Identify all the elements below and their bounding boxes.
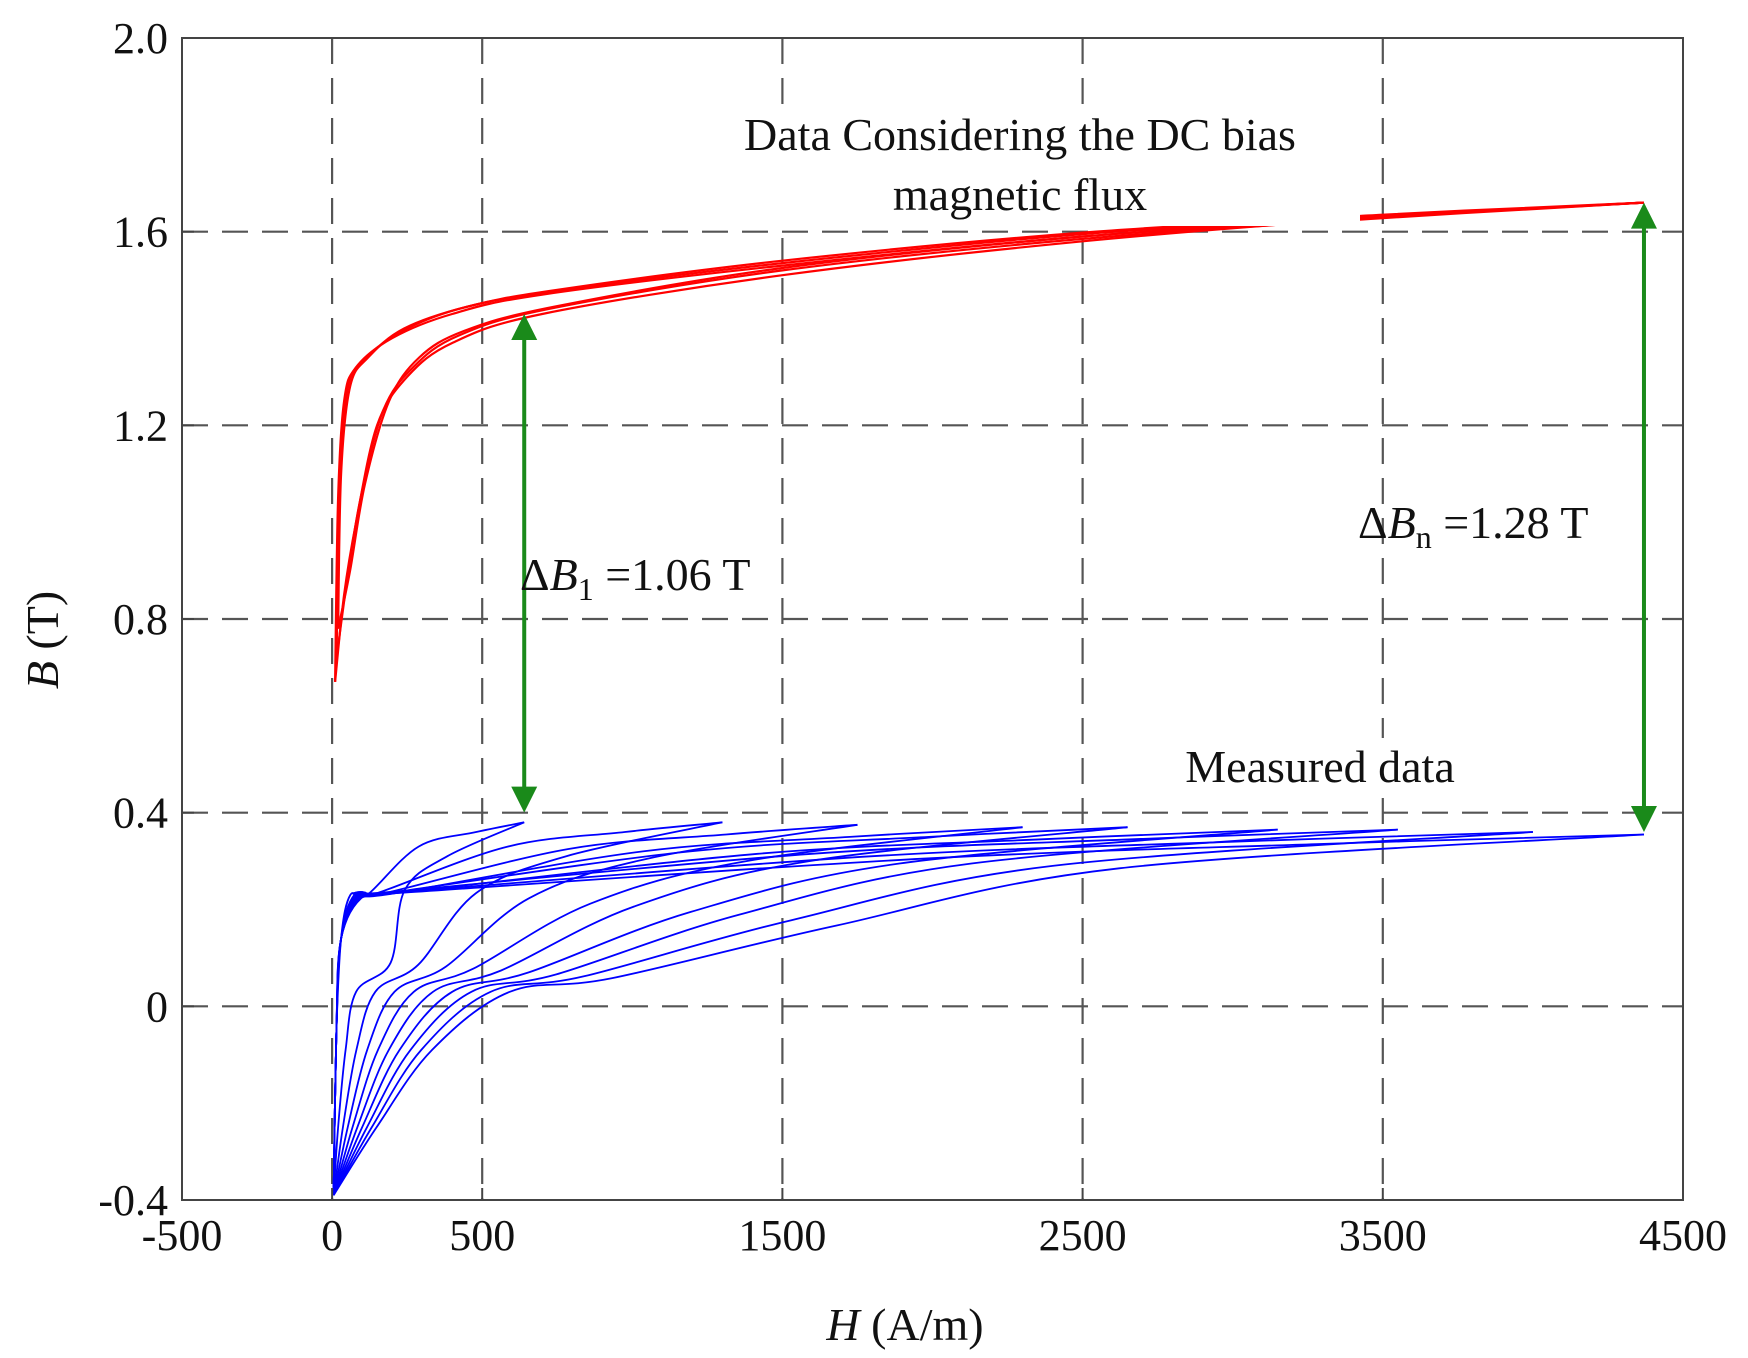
delta-b1-label: ΔB1 =1.06 T — [520, 549, 750, 607]
x-tick-label: 1500 — [738, 1211, 826, 1260]
measured-loop-lower — [332, 826, 1128, 1196]
y-tick-label: 1.2 — [113, 401, 168, 450]
y-tick-label: 2.0 — [113, 14, 168, 63]
x-axis-label: H (A/m) — [825, 1299, 983, 1350]
delta-b1-arrow-head-top — [511, 313, 538, 340]
x-tick-label: 2500 — [1039, 1211, 1127, 1260]
measured-label-bg — [1150, 738, 1480, 794]
delta-b1-var: B — [550, 549, 578, 600]
y-tick-label: 0.4 — [113, 789, 168, 838]
x-tick-label: 500 — [449, 1211, 515, 1260]
y-tick-label: 0 — [146, 982, 168, 1031]
measured-loop-upper — [332, 833, 1645, 1196]
y-tick-label: 1.6 — [113, 208, 168, 257]
delta-bn-arrow-head-bottom — [1630, 806, 1657, 833]
y-axis-unit: (T) — [17, 591, 68, 661]
delta-b1-symbol: Δ — [520, 549, 550, 600]
y-axis-var: B — [17, 661, 68, 689]
delta-bn-symbol: Δ — [1358, 497, 1388, 548]
measured-loop-lower — [332, 828, 1398, 1196]
measured-label: Measured data — [1185, 741, 1455, 792]
delta-bn-arrow-head-top — [1630, 202, 1657, 229]
x-axis-var: H — [825, 1299, 862, 1350]
x-tick-label: 4500 — [1639, 1211, 1727, 1260]
delta-bn-sub: n — [1416, 519, 1432, 555]
measured-loop-lower — [332, 833, 1645, 1196]
delta-bn-var: B — [1388, 497, 1416, 548]
x-tick-label: 3500 — [1339, 1211, 1427, 1260]
delta-b1-arrow-head-bottom — [511, 786, 538, 813]
x-tick-label: -500 — [142, 1211, 223, 1260]
delta-arrows — [511, 202, 1657, 833]
x-axis-unit: (A/m) — [860, 1299, 984, 1350]
dc-bias-label-line1: Data Considering the DC bias — [744, 109, 1296, 160]
dc-bias-label-line2: magnetic flux — [893, 169, 1147, 220]
delta-b1-sub: 1 — [578, 571, 594, 607]
delta-b1-value: =1.06 T — [594, 549, 751, 600]
delta-bn-label: ΔBn =1.28 T — [1358, 497, 1588, 555]
x-tick-label: 0 — [321, 1211, 343, 1260]
measured-loop-lower — [332, 831, 1533, 1196]
delta-bn-value: =1.28 T — [1432, 497, 1589, 548]
dc-bias-label-bg — [680, 108, 1360, 226]
measured-loop-lower — [332, 828, 1278, 1196]
y-tick-label: -0.4 — [98, 1176, 168, 1225]
y-tick-label: 0.8 — [113, 595, 168, 644]
y-axis-label: B (T) — [17, 591, 68, 689]
measured-loop-lower — [332, 821, 723, 1196]
measured-loop-lower — [332, 821, 525, 1196]
tick-labels: -500 0 500 1500 2500 3500 4500 -0.4 0 0.4 0.8 1.2 1.… — [98, 14, 1727, 1260]
